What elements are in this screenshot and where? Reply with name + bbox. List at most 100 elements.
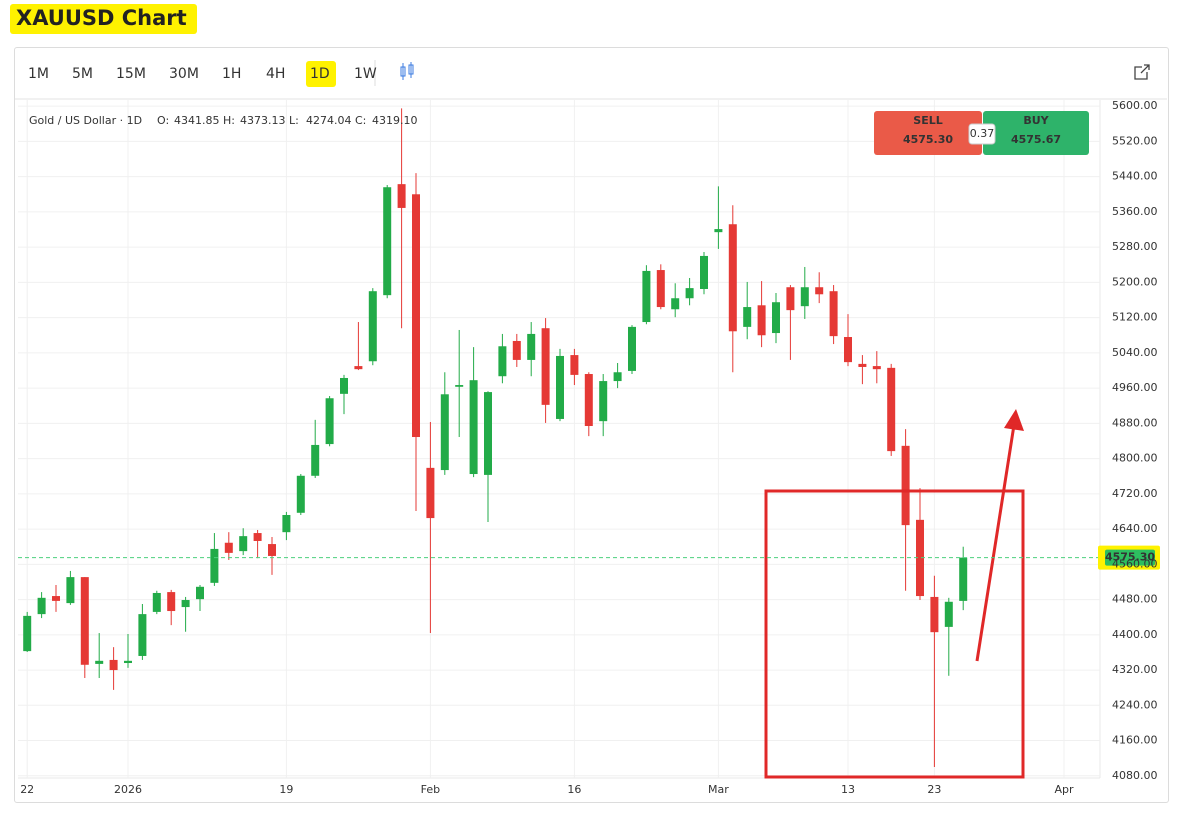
ohlc-value: 4319.10 xyxy=(372,114,418,127)
y-tick-label: 5120.00 xyxy=(1112,311,1158,324)
candle-body xyxy=(570,355,579,375)
candle-body xyxy=(455,385,464,387)
y-tick-label: 5600.00 xyxy=(1112,99,1158,112)
candle-body xyxy=(52,596,60,601)
candle-body xyxy=(959,557,968,601)
expand-icon[interactable] xyxy=(1134,64,1150,80)
y-tick-label: 4480.00 xyxy=(1112,593,1158,606)
candle-body xyxy=(714,229,723,233)
candle-body xyxy=(95,660,104,664)
candle-body xyxy=(354,366,363,370)
candle-body xyxy=(743,307,752,327)
candle-body xyxy=(772,302,780,334)
x-tick-label: 13 xyxy=(841,783,855,796)
sell-label: SELL xyxy=(913,114,942,127)
timeframe-button[interactable]: 30M xyxy=(169,66,199,82)
candle-body xyxy=(311,444,320,476)
candle-body xyxy=(325,398,334,445)
price-label: 4575.30 xyxy=(1105,551,1155,564)
x-tick-label: Apr xyxy=(1054,783,1074,796)
candle-body xyxy=(944,601,953,627)
spread: 0.37 xyxy=(970,127,995,140)
x-tick-label: 16 xyxy=(567,783,581,796)
grid xyxy=(18,100,1100,778)
y-tick-label: 4080.00 xyxy=(1112,769,1158,782)
buy-button[interactable] xyxy=(983,111,1089,155)
y-tick-label: 4400.00 xyxy=(1112,628,1158,641)
sell-button[interactable] xyxy=(874,111,982,155)
candles xyxy=(23,108,968,767)
timeframe-button[interactable]: 4H xyxy=(266,66,285,82)
candle-body xyxy=(556,355,564,419)
candle-icon[interactable] xyxy=(400,62,414,80)
candle-body xyxy=(167,592,176,612)
candle-body xyxy=(268,544,276,556)
timeframe-button[interactable]: 5M xyxy=(72,66,93,82)
candle-body xyxy=(152,592,161,612)
arrow-shaft xyxy=(975,424,1016,662)
candle-body xyxy=(685,288,694,299)
timeframe-button[interactable]: 1W xyxy=(354,66,377,82)
y-tick-label: 4800.00 xyxy=(1112,452,1158,465)
ohlc-key: L: xyxy=(289,114,299,127)
candle-body xyxy=(253,533,262,541)
x-tick-label: Feb xyxy=(421,783,440,796)
candle-body xyxy=(383,187,392,296)
candle-body xyxy=(469,380,478,475)
active-highlight xyxy=(306,61,336,87)
candle-body xyxy=(700,255,708,289)
page-title: XAUUSD Chart xyxy=(10,4,197,34)
highlight-box xyxy=(764,489,1025,779)
candle-body xyxy=(901,445,910,526)
candle-body xyxy=(210,548,219,583)
candle-body xyxy=(642,270,651,323)
candle-body xyxy=(757,305,766,336)
ohlc-key: C: xyxy=(355,114,366,127)
candle-body xyxy=(887,367,896,452)
x-tick-label: 19 xyxy=(279,783,293,796)
candle-body xyxy=(37,597,46,615)
arrow-head xyxy=(1004,409,1024,431)
y-tick-label: 4160.00 xyxy=(1112,734,1158,747)
candle-body xyxy=(844,337,852,363)
candle-body xyxy=(786,287,795,311)
candle-body xyxy=(628,326,636,371)
timeframe-button[interactable]: 1H xyxy=(222,66,241,82)
ohlc-key: H: xyxy=(223,114,235,127)
candle-body xyxy=(584,374,593,427)
timeframe-button[interactable]: 15M xyxy=(116,66,146,82)
candle-body xyxy=(181,600,190,608)
y-tick-label: 4640.00 xyxy=(1112,522,1158,535)
timeframe-button[interactable]: 1M xyxy=(28,66,49,82)
candle-body xyxy=(412,194,420,438)
candle-body xyxy=(930,596,939,633)
overlay: 4575.30 Gold / US Dollar · 1D O: 4341.85 H: 4… xyxy=(18,111,1160,570)
y-tick-label: 4560.00 xyxy=(1112,557,1158,570)
candle-body xyxy=(829,291,838,337)
candle-body xyxy=(66,577,75,604)
candle-body xyxy=(599,381,608,422)
buy-price: 4575.67 xyxy=(1011,133,1061,146)
candle-body xyxy=(224,542,233,553)
candle-body xyxy=(815,287,824,295)
candle-body xyxy=(426,467,435,519)
candle-body xyxy=(124,660,132,664)
candle-body xyxy=(138,614,147,656)
symbol-label: Gold / US Dollar · 1D xyxy=(29,114,142,127)
candle-body xyxy=(80,577,89,665)
candle-body xyxy=(239,536,248,552)
ohlc-value: 4373.13 xyxy=(240,114,286,127)
candle-body xyxy=(296,475,305,513)
timeframe-button[interactable]: 1D xyxy=(310,66,330,82)
candle-body xyxy=(282,514,291,533)
candle-body xyxy=(512,340,521,360)
ohlc-value: 4341.85 xyxy=(174,114,220,127)
candle-body xyxy=(656,270,665,308)
candle-body xyxy=(613,372,622,382)
y-tick-label: 5200.00 xyxy=(1112,275,1158,288)
candle-body xyxy=(23,615,32,652)
candle-body xyxy=(397,184,406,208)
candle-body xyxy=(368,291,377,362)
candle-body xyxy=(196,586,204,600)
